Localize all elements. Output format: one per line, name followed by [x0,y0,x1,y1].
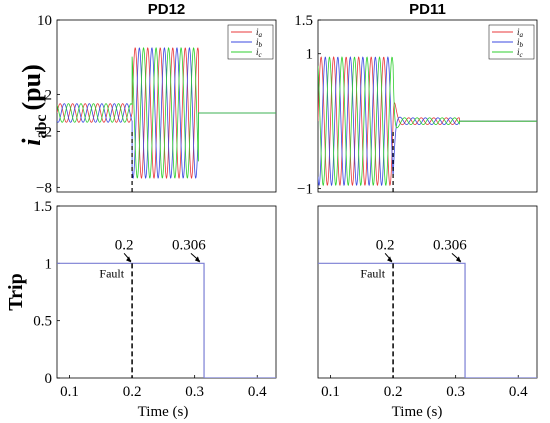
pd12-current-legend-label-i_c: ic [256,47,263,59]
pd11-trip-annot-trip-time: 0.306 [433,237,467,253]
pd11-current-title: PD11 [409,1,446,18]
pd12-current-legend-label-i_a: ia [256,27,263,39]
pd12-trip-xtick-label: 0.4 [248,384,267,400]
x-label-left: Time (s) [138,404,189,420]
pd11-trip-annot-arrowhead-trip [455,256,461,263]
pd12-current-ytick-label: 10 [37,13,52,29]
pd12-trip-ytick-label: 1.5 [33,199,52,215]
pd12-trip-xtick-label: 0.2 [123,384,142,400]
y-label-trip: Trip [5,273,27,310]
pd12-trip-annot-trip-time: 0.306 [172,237,206,253]
pd11-trip-series-trip [318,262,537,378]
pd12-trip-annot-arrowhead-fault [126,256,132,263]
pd11-current-legend-label-i_a: ia [517,27,524,39]
pd12-trip-xtick-label: 0.1 [60,384,79,400]
pd11-current-ytick-label: 1 [306,47,314,63]
pd12-current-title: PD12 [148,1,186,18]
pd11-current-legend-label-i_b: ib [517,37,524,49]
pd11-trip-frame [317,205,538,379]
pd12-trip-xtick-label: 0.3 [185,384,204,400]
pd12-trip-annot-fault-time: 0.2 [115,237,134,253]
pd12-trip-panel: 1.5 1 0.5 0 0.1 0.2 0.3 0.4 0.2 0.306 Fault [33,199,277,400]
x-label-right: Time (s) [392,404,443,420]
pd11-trip-xtick-label: 0.2 [384,384,403,400]
pd12-trip-ytick-label: 1 [45,256,53,272]
pd11-current-ytick-label: −1 [297,182,313,198]
pd12-trip-plot-area [57,262,276,378]
pd12-trip-frame [56,205,277,379]
pd11-current-legend-label-i_c: ic [517,47,524,59]
pd12-current-ytick-label: −2 [36,125,52,141]
pd12-current-legend-label-i_b: ib [256,37,263,49]
pd11-trip-xtick-label: 0.1 [321,384,340,400]
pd12-current-ytick-label: −8 [36,180,52,196]
pd12-trip-ytick-label: 0.5 [33,314,52,330]
pd12-trip-ytick-label: 0 [45,371,53,387]
pd11-trip-annot-fault-label: Fault [360,266,385,280]
y-label-current: iabc(pu) [17,64,50,145]
pd12-trip-annot-arrowhead-trip [194,256,200,263]
pd11-trip-annot-arrowhead-fault [387,256,393,263]
pd11-current-plot-area [318,56,537,192]
panels: PD12102−2−8iaibicPD111.51−1iaibic1.510.5… [33,1,538,400]
pd11-trip-xtick-label: 0.4 [509,384,528,400]
pd11-trip-annot-fault-time: 0.2 [376,237,395,253]
pd11-trip-plot-area [318,262,537,378]
pd12-trip-series-trip [57,262,276,378]
pd12-current-plot-area [57,46,276,192]
pd11-current-ytick-label: 1.5 [294,13,313,29]
pd12-current-series-i_c [57,46,276,179]
pd11-trip-panel: 0.1 0.2 0.3 0.4 0.2 0.306 Fault [317,205,538,400]
pd11-trip-xtick-label: 0.3 [446,384,465,400]
pd12-current-ytick-label: 2 [45,87,53,103]
pd11-current-series-i_c [318,56,537,187]
pd12-trip-annot-fault-label: Fault [99,266,124,280]
